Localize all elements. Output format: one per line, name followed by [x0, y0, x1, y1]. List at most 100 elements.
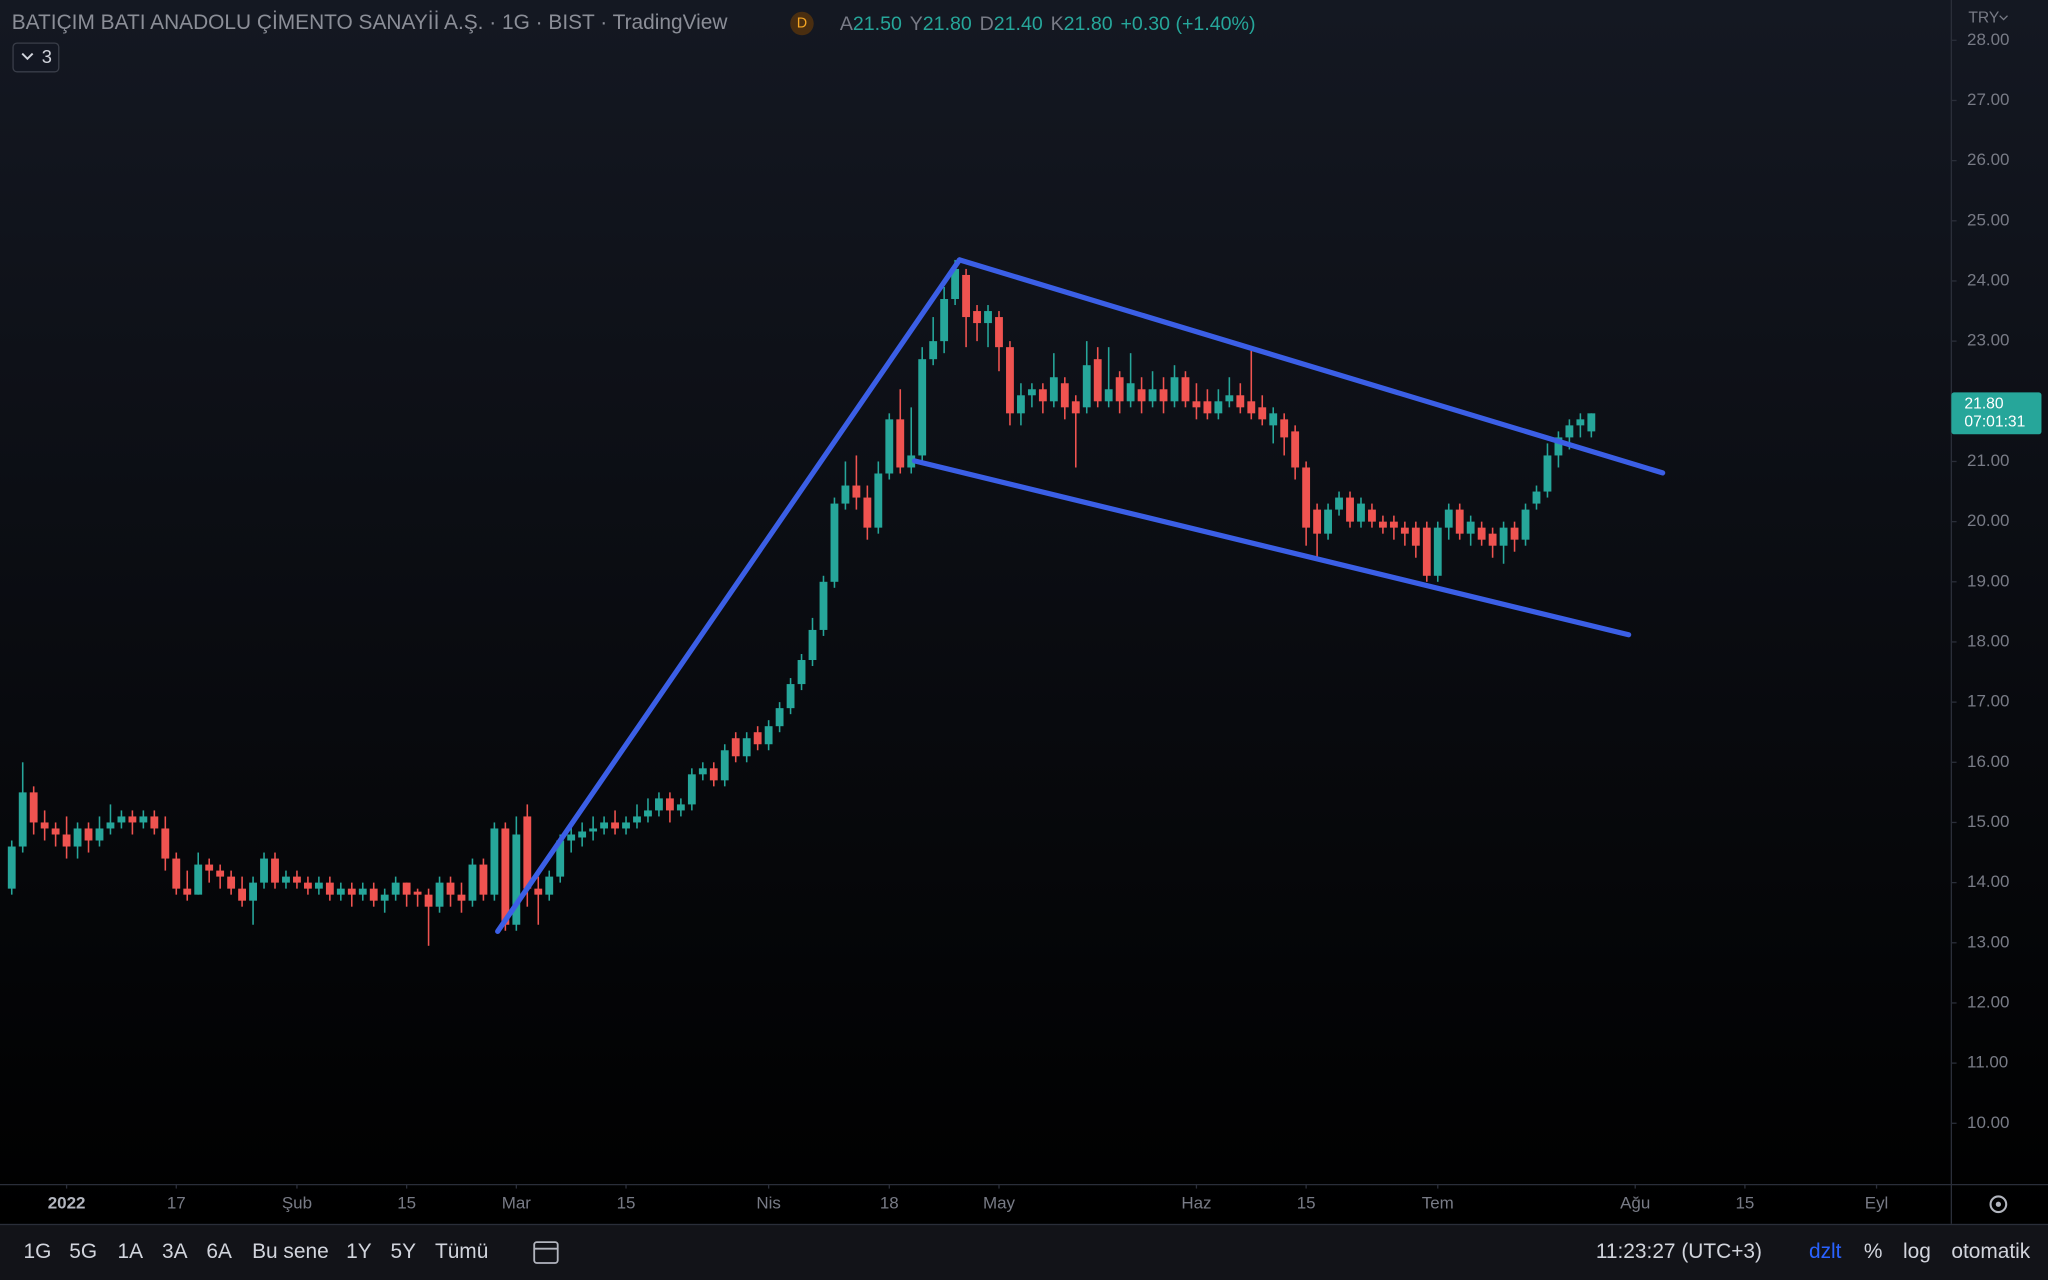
candle-body	[1346, 497, 1354, 522]
close-label: K	[1051, 13, 1064, 35]
last-price: 21.80	[1964, 395, 2003, 412]
candle-body	[303, 882, 312, 889]
candle-body	[863, 497, 872, 528]
y-tick-label: 21.00	[1967, 451, 2009, 470]
candle-body	[567, 834, 576, 841]
y-tick-label: 19.00	[1967, 571, 2009, 590]
candle-body	[1543, 455, 1552, 492]
y-tick-label: 20.00	[1967, 511, 2009, 530]
clock[interactable]: 11:23:27 (UTC+3)	[1596, 1240, 1762, 1263]
candle-body	[852, 485, 861, 498]
candle-body	[1214, 401, 1223, 414]
candle-body	[1565, 425, 1574, 438]
candle-body	[183, 888, 192, 895]
range-button[interactable]: 1G	[24, 1240, 52, 1263]
range-button[interactable]: Bu sene	[252, 1240, 329, 1263]
candle-body	[1422, 527, 1431, 576]
candle-body	[797, 660, 806, 685]
candle-body	[786, 684, 795, 709]
candle-body	[128, 816, 137, 823]
x-tick-label: Nis	[756, 1194, 781, 1213]
y-tick-label: 27.00	[1967, 90, 2009, 109]
currency[interactable]: TRY	[1968, 9, 2000, 26]
candle-body	[1247, 401, 1256, 414]
toolbar-items: 1G 5G 1A 3A 6A Bu sene 1Y 5Y Tümü	[24, 1240, 489, 1263]
candle-body	[1389, 521, 1398, 528]
low-label: D	[980, 13, 994, 35]
candle-body	[1455, 509, 1464, 534]
high-label: Y	[910, 13, 923, 35]
y-tick-label: 26.00	[1967, 150, 2009, 169]
candle-body	[830, 503, 839, 582]
indicator-count: 3	[42, 46, 52, 67]
x-tick-label: Eyl	[1865, 1194, 1889, 1213]
candle-body	[1203, 401, 1212, 414]
candle-body	[819, 581, 828, 630]
candle-body	[490, 828, 499, 895]
y-tick-label: 17.00	[1967, 692, 2009, 711]
candle-body	[709, 768, 718, 781]
log-toggle[interactable]: log	[1903, 1240, 1931, 1263]
candle-body	[358, 888, 367, 895]
candle-body	[633, 816, 641, 823]
range-button[interactable]: 1Y	[346, 1240, 372, 1263]
candle-body	[775, 708, 784, 727]
candle-body	[29, 792, 38, 823]
indicator-toggle[interactable]	[12, 42, 60, 73]
candle-body	[216, 870, 225, 877]
candle-body	[611, 822, 619, 829]
y-tick-label: 10.00	[1967, 1113, 2009, 1132]
candle-body	[1017, 395, 1025, 414]
candle-body	[1181, 377, 1190, 402]
candle-body	[1027, 389, 1036, 396]
range-button[interactable]: 5G	[69, 1240, 97, 1263]
percent-toggle[interactable]: %	[1864, 1240, 1883, 1263]
candle-body	[1060, 383, 1069, 408]
settings-icon[interactable]	[1989, 1195, 2008, 1214]
ohlc-legend: A21.50 Y21.80 D21.40 K21.80 +0.30 (+1.40%)	[840, 13, 1256, 35]
candle-body	[1357, 503, 1365, 522]
candle-body	[1148, 389, 1157, 402]
candle-body	[1510, 527, 1519, 540]
candle-body	[117, 816, 126, 823]
x-tick-label: 15	[1297, 1194, 1316, 1213]
candle-body	[1071, 401, 1080, 414]
candle-body	[271, 858, 279, 883]
candle-body	[1302, 467, 1311, 528]
range-button[interactable]: 3A	[162, 1240, 188, 1263]
candle-body	[1521, 509, 1530, 540]
candle-body	[1006, 347, 1014, 414]
candle-body	[1477, 527, 1486, 540]
candle-body	[391, 882, 400, 895]
candle-body	[929, 341, 938, 360]
candle-body	[1554, 437, 1563, 456]
range-button[interactable]: 5Y	[391, 1240, 417, 1263]
candle-body	[435, 882, 444, 907]
candle-body	[885, 419, 894, 474]
candle-body	[512, 834, 521, 925]
date-range-icon[interactable]	[533, 1241, 559, 1264]
candle-body	[249, 882, 257, 901]
candle-body	[1137, 389, 1146, 402]
candle-body	[731, 738, 740, 757]
adjust-toggle[interactable]: dzlt	[1809, 1240, 1842, 1263]
candle-body	[1225, 395, 1234, 402]
range-button[interactable]: 6A	[206, 1240, 232, 1263]
candle-body	[907, 455, 916, 468]
candle-body	[808, 629, 817, 661]
range-button[interactable]: Tümü	[435, 1240, 488, 1263]
bottom-toolbar	[0, 1223, 2048, 1280]
candle-body	[336, 888, 345, 895]
low-value: 21.40	[994, 13, 1043, 35]
candle-body	[1400, 527, 1409, 534]
range-button[interactable]: 1A	[118, 1240, 144, 1263]
candle-body	[7, 846, 16, 889]
auto-toggle[interactable]: otomatik	[1951, 1240, 2030, 1263]
candle-body	[1433, 527, 1442, 576]
candle-body	[18, 792, 27, 847]
candle-body	[1576, 419, 1585, 426]
candle-body	[501, 828, 510, 925]
x-tick-label: 15	[397, 1194, 416, 1213]
candle-body	[655, 798, 663, 811]
candle-body	[698, 768, 707, 775]
